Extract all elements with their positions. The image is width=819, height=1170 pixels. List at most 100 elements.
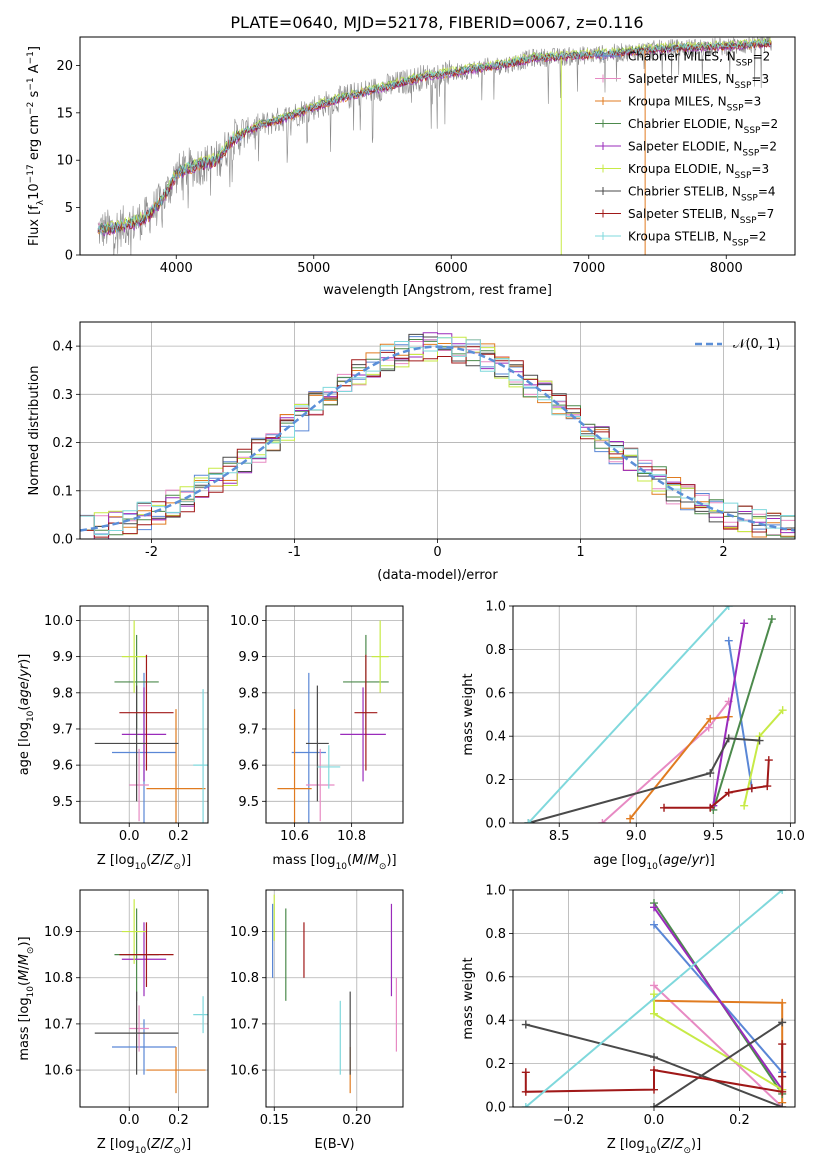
y-tick-label: 10.9 (44, 925, 73, 940)
series-salpeter-stelib (521, 1040, 787, 1096)
axes-frame (79, 605, 209, 824)
y-axis-label: mass [log10(M/M⊙)] (17, 936, 36, 1060)
y-tick-label: 10.9 (230, 925, 259, 940)
series-line (727, 640, 753, 789)
y-tick-label: 0.8 (485, 643, 506, 658)
y-tick-label: 9.9 (238, 650, 259, 665)
y-tick-label: 0.0 (485, 1101, 506, 1116)
axes-frame (79, 889, 209, 1108)
x-tick-label: 10.8 (337, 829, 366, 844)
series-point (778, 1040, 787, 1049)
x-axis-label: (data-model)/error (377, 568, 498, 583)
model-spectrum-kroupa-stelib (97, 39, 772, 236)
series-point (650, 920, 658, 929)
series-point (724, 636, 733, 645)
x-axis-label: wavelength [Angstrom, rest frame] (323, 283, 552, 298)
x-axis-label: Z [log10(Z/Z⊙)] (97, 1137, 191, 1156)
legend-label-kroupa-stelib: Kroupa STELIB, NSSP=2 (628, 230, 766, 249)
y-tick-label: 0.2 (485, 1057, 506, 1072)
errorbar-kroupa-elodie (121, 620, 147, 693)
errorbar-chabrier-stelib (305, 685, 329, 802)
series-point (778, 1018, 787, 1027)
error-bars (277, 620, 389, 823)
panel-mass-vs-Z: 0.0 0.2 10.6 10.7 10.8 10.9 Z [log10(Z/Z⊙)] mas… (17, 889, 209, 1156)
y-tick-label: 0.1 (52, 484, 73, 499)
y-tick-label: 5 (65, 201, 73, 216)
x-tick-label: 5000 (297, 261, 330, 276)
legend-label-salpeter-miles: Salpeter MILES, NSSP=3 (628, 72, 769, 91)
panel-age-vs-mass: 10.6 10.8 9.5 9.6 9.7 9.8 9.9 10.0 mass [log10(M… (230, 605, 404, 872)
legend-label-salpeter-elodie: Salpeter ELODIE, NSSP=2 (628, 140, 777, 159)
x-tick-label: -2 (145, 545, 158, 560)
series-point (778, 998, 787, 1007)
series-point (706, 714, 715, 723)
y-tick-label: 10.8 (230, 971, 259, 986)
x-tick-label: -1 (288, 545, 301, 560)
series-line (525, 1021, 783, 1107)
x-tick-label: 0.0 (644, 1113, 665, 1128)
y-tick-label: 10.6 (44, 1064, 73, 1079)
series-point (724, 734, 733, 743)
y-axis-label: Normed distribution (27, 366, 42, 496)
y-tick-label: 1.0 (485, 600, 506, 615)
x-tick-label: 0.15 (260, 1113, 289, 1128)
legend-label-chabrier-stelib: Chabrier STELIB, NSSP=4 (628, 185, 776, 204)
panel-massweight-vs-Z: −0.2 0.0 0.2 0.0 0.2 0.4 0.6 0.8 1.0 Z [log10(Z/Z… (461, 884, 796, 1156)
x-axis-label: age [log10(age/yr)] (593, 853, 715, 872)
y-tick-label: 0.4 (52, 340, 73, 355)
series-point (521, 1068, 530, 1077)
y-tick-label: 10.8 (44, 971, 73, 986)
y-tick-label: 9.6 (52, 759, 73, 774)
x-axis-label: Z [log10(Z/Z⊙)] (607, 1137, 701, 1156)
errorbar-salpeter-elodie (121, 922, 167, 997)
series-point (521, 1103, 530, 1107)
y-tick-label: 0.0 (485, 817, 506, 832)
x-axis-label: mass [log10(M/M⊙)] (272, 853, 396, 872)
series-point (626, 814, 635, 823)
series-point (706, 769, 715, 778)
panel-spectrum: 4000 5000 6000 7000 8000 0 5 10 15 20 wavelength [… (26, 36, 796, 298)
y-axis-label: Flux [fλ10−17 erg cm−2 s−1 A−1] (26, 46, 46, 246)
errorbar-kroupa-elodie (371, 620, 389, 693)
legend: Chabrier MILES, NSSP=2 Salpeter MILES, NS… (595, 50, 778, 249)
x-axis-label: E(B-V) (314, 1137, 354, 1152)
series-point (706, 803, 715, 812)
x-tick-label: 0.2 (168, 1113, 189, 1128)
y-tick-label: 9.7 (238, 722, 259, 737)
errorbar-kroupa-miles (277, 709, 312, 823)
series-point (650, 903, 658, 912)
legend-label-chabrier-elodie: Chabrier ELODIE, NSSP=2 (628, 117, 778, 136)
series-point (763, 782, 772, 791)
series-line (712, 623, 746, 806)
panel-mass-vs-EBV: 0.15 0.20 10.6 10.7 10.8 10.9 E(B-V) (230, 889, 404, 1152)
errorbar-kroupa-elodie (121, 899, 147, 964)
y-tick-label: 0.8 (485, 927, 506, 942)
series-kroupa-stelib (524, 606, 733, 823)
series-point (724, 606, 733, 610)
series-salpeter-stelib (660, 756, 773, 812)
series-point (598, 819, 607, 823)
series-point (521, 1020, 530, 1029)
axes-frame (265, 605, 404, 824)
series-line (527, 606, 730, 823)
x-tick-label: 6000 (435, 261, 468, 276)
panel-residuals: -2 -1 0 1 2 0.0 0.1 0.2 0.3 0.4 (data-model)/error… (27, 321, 796, 583)
mass-weight-lines (524, 606, 787, 823)
mass-weight-lines (521, 890, 787, 1107)
series-point (724, 788, 733, 797)
series-point (740, 619, 749, 628)
y-axis-label: age [log10(age/yr)] (17, 654, 36, 776)
y-axis-label: mass weight (461, 673, 476, 755)
y-tick-label: 1.0 (485, 884, 506, 899)
y-tick-label: 9.7 (52, 722, 73, 737)
errorbar-salpeter-miles (305, 748, 335, 822)
series-point (778, 890, 787, 894)
y-tick-label: 0.6 (485, 970, 506, 985)
errorbar-salpeter-stelib (354, 654, 378, 771)
figure-title: PLATE=0640, MJD=52178, FIBERID=0067, z=0… (230, 13, 643, 32)
y-tick-label: 10.0 (44, 614, 73, 629)
x-tick-label: 8000 (710, 261, 743, 276)
series-point (764, 756, 773, 765)
x-tick-label: 0.2 (729, 1113, 750, 1128)
